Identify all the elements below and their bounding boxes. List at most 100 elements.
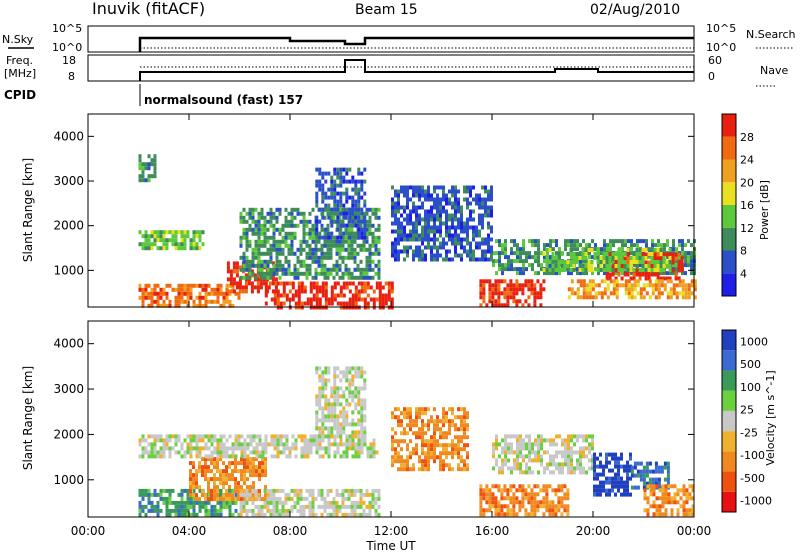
power-cell (339, 235, 343, 240)
power-cell (418, 245, 421, 250)
power-cell (527, 279, 531, 284)
power-cell (584, 256, 588, 260)
velocity-cell (522, 454, 525, 459)
power-cell (482, 283, 486, 288)
power-cell (630, 283, 634, 288)
velocity-cell (605, 492, 608, 497)
power-cell (260, 275, 264, 280)
power-cell (487, 225, 490, 230)
power-cell (448, 225, 451, 230)
power-cell (272, 231, 276, 236)
velocity-cell (308, 508, 312, 513)
power-cell (342, 203, 346, 208)
power-cell (436, 209, 439, 214)
power-cell (248, 215, 252, 220)
power-cell (235, 285, 239, 290)
power-cell (481, 253, 484, 258)
velocity-cell (579, 470, 582, 475)
power-cell (339, 175, 343, 180)
power-cell (528, 239, 531, 244)
power-cell (507, 267, 510, 272)
power-cell (406, 237, 409, 242)
power-cell (365, 223, 369, 228)
velocity-cell (359, 488, 363, 493)
velocity-cell (177, 438, 181, 443)
power-cell (481, 185, 484, 190)
velocity-cell (249, 469, 252, 474)
power-cell (333, 167, 337, 172)
velocity-cell (213, 512, 217, 517)
power-cell (590, 248, 594, 252)
power-cell (256, 289, 260, 294)
power-cell (326, 271, 330, 276)
power-cell (576, 239, 579, 244)
power-cell (348, 297, 352, 302)
velocity-cell (636, 469, 640, 474)
velocity-cell (596, 476, 599, 481)
velocity-cell (273, 434, 277, 439)
power-cell (472, 249, 475, 254)
power-cell (662, 260, 666, 264)
power-cell (318, 171, 322, 176)
velocity-cell (391, 455, 394, 460)
power-cell (639, 295, 643, 300)
power-cell (318, 167, 322, 172)
power-cell (454, 237, 457, 242)
velocity-cell (204, 454, 208, 459)
power-cell (138, 166, 142, 171)
velocity-cell (563, 496, 567, 501)
power-cell (378, 301, 382, 306)
velocity-band (239, 488, 381, 517)
power-cell (626, 264, 630, 268)
velocity-cell (195, 446, 199, 451)
velocity-cell (570, 454, 573, 459)
velocity-cell (522, 442, 525, 447)
power-cell (433, 189, 436, 194)
velocity-cell (406, 443, 409, 448)
power-cell (436, 229, 439, 234)
velocity-cell (347, 492, 351, 497)
power-cell (501, 263, 504, 268)
velocity-cell (576, 466, 579, 471)
velocity-cell (195, 485, 198, 490)
power-cell (537, 243, 540, 248)
velocity-cell (655, 496, 659, 501)
velocity-cell (204, 465, 207, 470)
velocity-cell (424, 411, 427, 416)
power-cell (138, 178, 142, 183)
power-cell (339, 211, 343, 216)
power-cell (357, 219, 361, 224)
velocity-cell (207, 500, 211, 505)
power-cell (351, 215, 355, 220)
power-cell (472, 185, 475, 190)
power-cell (333, 183, 337, 188)
velocity-cell (177, 450, 181, 455)
velocity-cell (356, 504, 360, 509)
velocity-cell (252, 469, 255, 474)
power-cell (144, 246, 148, 251)
velocity-cell (344, 512, 348, 517)
power-cell (324, 171, 328, 176)
velocity-cell (360, 406, 364, 411)
power-cell (525, 259, 528, 264)
power-cell (472, 253, 475, 258)
velocity-cell (165, 446, 169, 451)
power-cell (406, 205, 409, 210)
velocity-cell (412, 463, 415, 468)
velocity-cell (258, 454, 262, 459)
velocity-cell (479, 492, 483, 497)
velocity-cell (228, 493, 231, 498)
power-cell (501, 267, 504, 272)
velocity-cell (354, 366, 358, 371)
power-colorbar-tick: 20 (740, 176, 754, 189)
power-cell (415, 193, 418, 198)
power-cell (345, 171, 349, 176)
velocity-cell (228, 497, 231, 502)
velocity-cell (676, 492, 680, 497)
power-cell (495, 239, 498, 244)
power-cell (626, 248, 630, 252)
velocity-cell (153, 434, 157, 439)
power-cell (656, 272, 660, 277)
velocity-cell (533, 500, 537, 505)
velocity-cell (391, 463, 394, 468)
